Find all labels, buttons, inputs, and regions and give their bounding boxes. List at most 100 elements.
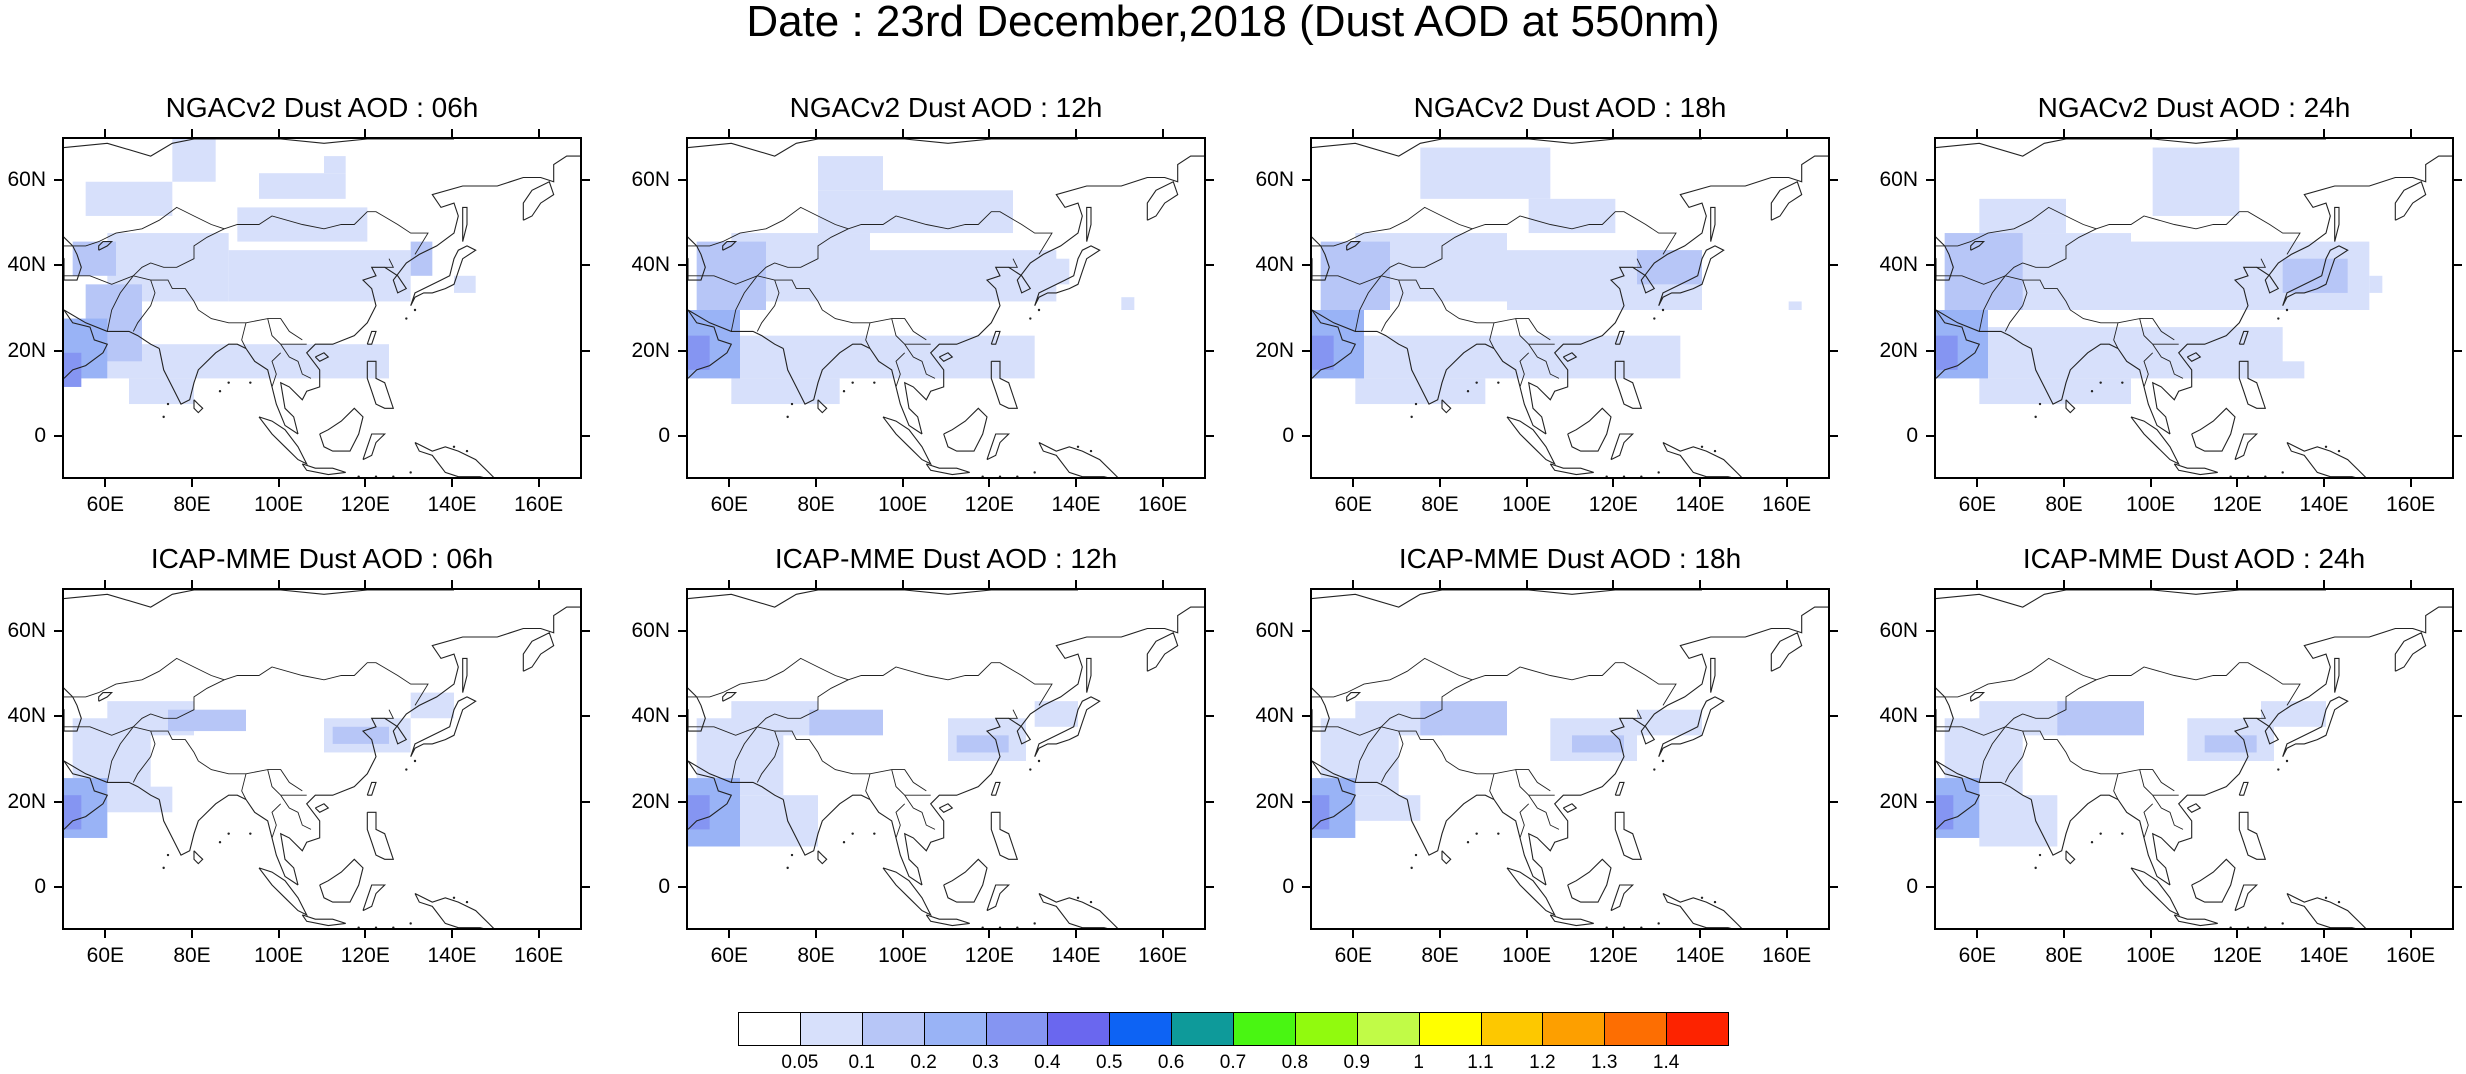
x-tick-label: 160E — [1138, 493, 1188, 516]
y-tick-mark — [1926, 435, 1934, 438]
coastline — [2286, 893, 2367, 928]
y-tick-mark — [1302, 264, 1310, 267]
aod-cell — [1788, 301, 1802, 310]
colorbar-label: 0.7 — [1219, 1052, 1247, 1073]
coastline — [1658, 245, 1725, 306]
colorbar-label: 0.5 — [1096, 1052, 1123, 1073]
country-border — [2143, 352, 2154, 388]
y-tick-label: 40N — [631, 253, 670, 277]
country-border — [1008, 709, 1019, 719]
colorbar-label: 0.2 — [910, 1052, 937, 1073]
coastline — [1086, 657, 1092, 693]
island — [374, 475, 378, 477]
x-tick-mark — [2149, 129, 2152, 137]
x-tick-label: 60E — [710, 493, 749, 516]
coastline — [2282, 696, 2349, 757]
island — [981, 926, 984, 928]
country-border — [1978, 726, 2006, 783]
x-tick-label: 60E — [710, 944, 749, 967]
map-panel — [1934, 137, 2454, 479]
country-border — [267, 318, 303, 341]
x-tick-mark — [815, 129, 817, 137]
x-tick-mark — [1525, 479, 1528, 487]
y-tick-mark — [1926, 349, 1934, 352]
coastline — [990, 360, 1019, 409]
x-tick-mark — [1612, 930, 1615, 938]
aod-cell — [2204, 735, 2257, 753]
x-tick-mark — [728, 930, 731, 938]
coastline — [2334, 657, 2340, 693]
y-tick-mark — [678, 800, 686, 803]
island — [1653, 768, 1656, 771]
island — [2264, 475, 2267, 477]
country-border — [1489, 322, 1495, 349]
country-border — [1380, 211, 1677, 277]
coastline — [1312, 760, 1357, 830]
country-border — [904, 343, 936, 379]
country-border — [756, 662, 1053, 728]
x-tick-mark — [191, 479, 193, 487]
y-tick-mark — [1302, 886, 1310, 889]
coastline — [414, 893, 495, 928]
x-tick-mark — [988, 479, 991, 487]
island — [1033, 471, 1036, 474]
aod-cell — [731, 795, 818, 847]
aod-cell — [1121, 297, 1135, 310]
country-border — [64, 726, 307, 796]
x-tick-label: 60E — [1334, 944, 1373, 967]
x-tick-mark — [104, 930, 107, 938]
island — [1605, 926, 1608, 928]
coastline — [64, 309, 109, 379]
colorbar-box — [1542, 1012, 1606, 1046]
colorbar-box — [861, 1012, 925, 1046]
country-border — [1354, 275, 1382, 332]
x-tick-mark — [1352, 580, 1355, 588]
island — [249, 832, 252, 835]
coastline — [1770, 632, 1803, 672]
x-tick-label: 140E — [427, 493, 477, 516]
aod-cell — [1312, 795, 1330, 830]
y-tick-mark — [582, 349, 590, 352]
y-tick-mark — [1926, 629, 1934, 632]
x-tick-mark — [1352, 129, 1355, 137]
coastline — [943, 858, 988, 903]
coastline — [279, 155, 580, 435]
y-tick-label: 40N — [7, 253, 46, 277]
y-tick-label: 0 — [658, 875, 670, 899]
x-tick-label: 80E — [1421, 944, 1459, 967]
y-tick-label: 40N — [631, 704, 670, 728]
coastline — [462, 657, 468, 693]
colorbar-label: 0.8 — [1281, 1052, 1309, 1073]
island — [1475, 381, 1478, 384]
coastline — [1506, 867, 1556, 917]
coastline — [1610, 433, 1635, 461]
coastline — [2130, 416, 2180, 466]
x-tick-mark — [277, 580, 280, 588]
country-border — [1528, 794, 1560, 830]
coastline — [1146, 632, 1179, 672]
aod-cell — [1528, 198, 1616, 234]
x-tick-label: 80E — [173, 944, 211, 967]
y-tick-mark — [1206, 178, 1214, 181]
x-tick-mark — [1612, 129, 1615, 137]
coastline — [362, 884, 387, 912]
colorbar-box — [1294, 1012, 1358, 1046]
figure-title: Date : 23rd December,2018 (Dust AOD at 5… — [746, 0, 1720, 46]
island — [2229, 475, 2232, 477]
aod-cell — [2230, 361, 2305, 379]
colorbar-box — [1418, 1012, 1482, 1046]
y-tick-mark — [54, 886, 62, 889]
island — [2099, 381, 2102, 384]
country-border — [891, 318, 927, 341]
y-tick-mark — [1830, 629, 1838, 632]
coastline — [903, 606, 1204, 886]
coastline — [2065, 399, 2076, 414]
island — [2324, 896, 2328, 899]
x-tick-mark — [364, 129, 367, 137]
y-tick-mark — [582, 435, 590, 438]
country-border — [895, 803, 906, 839]
aod-cell — [1979, 701, 2066, 736]
coastline — [1312, 139, 1702, 157]
aod-cell — [129, 378, 194, 405]
x-tick-label: 100E — [1502, 493, 1552, 516]
